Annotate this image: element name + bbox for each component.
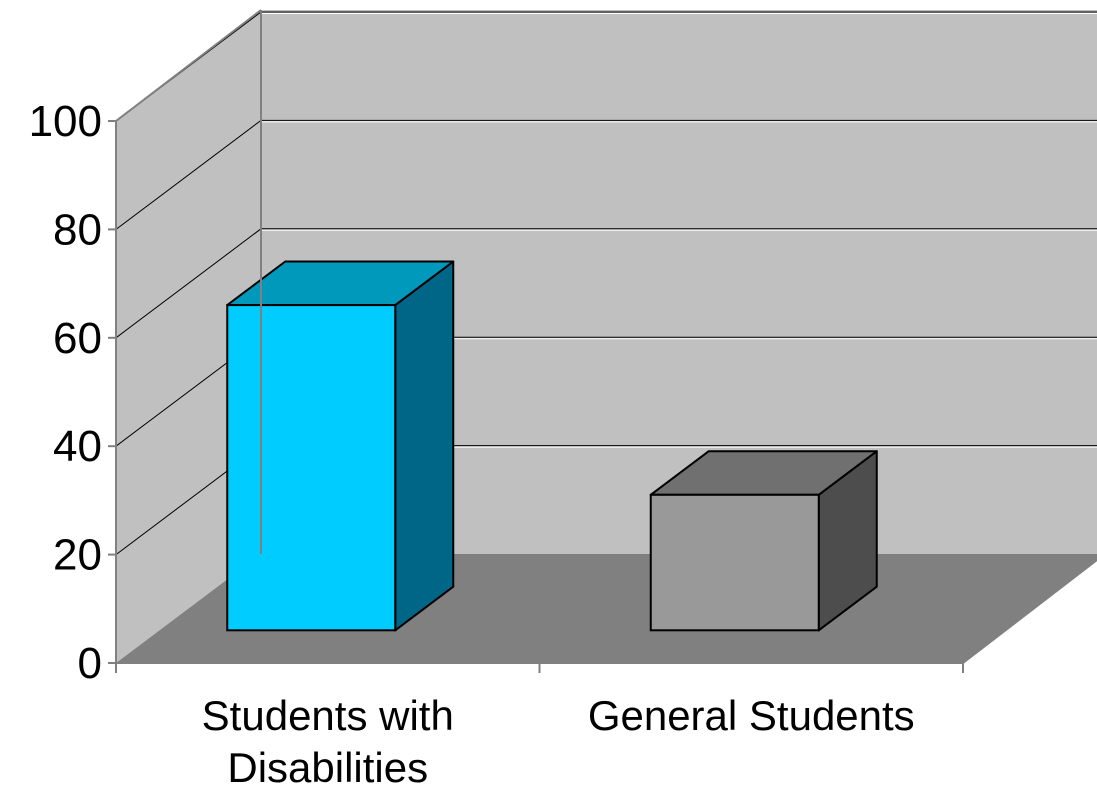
y-tick-label: 40	[53, 422, 102, 471]
back-wall	[261, 10, 1097, 554]
y-axis-tick-labels: 0 20 40 60 80 100	[29, 97, 102, 688]
floor-right-edge	[962, 559, 1097, 664]
side-wall	[116, 10, 261, 663]
x-category-label: Disabilities	[227, 744, 428, 791]
x-category-label: Students with	[202, 692, 454, 739]
bar-front	[226, 304, 397, 632]
y-tick-label: 0	[78, 639, 102, 688]
side-wall-top-edge	[115, 9, 262, 122]
bar-front	[649, 493, 820, 632]
y-tick-label: 100	[29, 97, 102, 146]
y-tick-label: 60	[53, 314, 102, 363]
bar-side	[394, 260, 455, 632]
y-tick-label: 80	[53, 205, 102, 254]
y-tick-label: 20	[53, 531, 102, 580]
bars	[226, 260, 878, 632]
axes	[108, 9, 1097, 673]
x-axis-category-labels: Students with Disabilities General Student…	[202, 692, 915, 791]
x-category-label: General Students	[588, 692, 915, 739]
